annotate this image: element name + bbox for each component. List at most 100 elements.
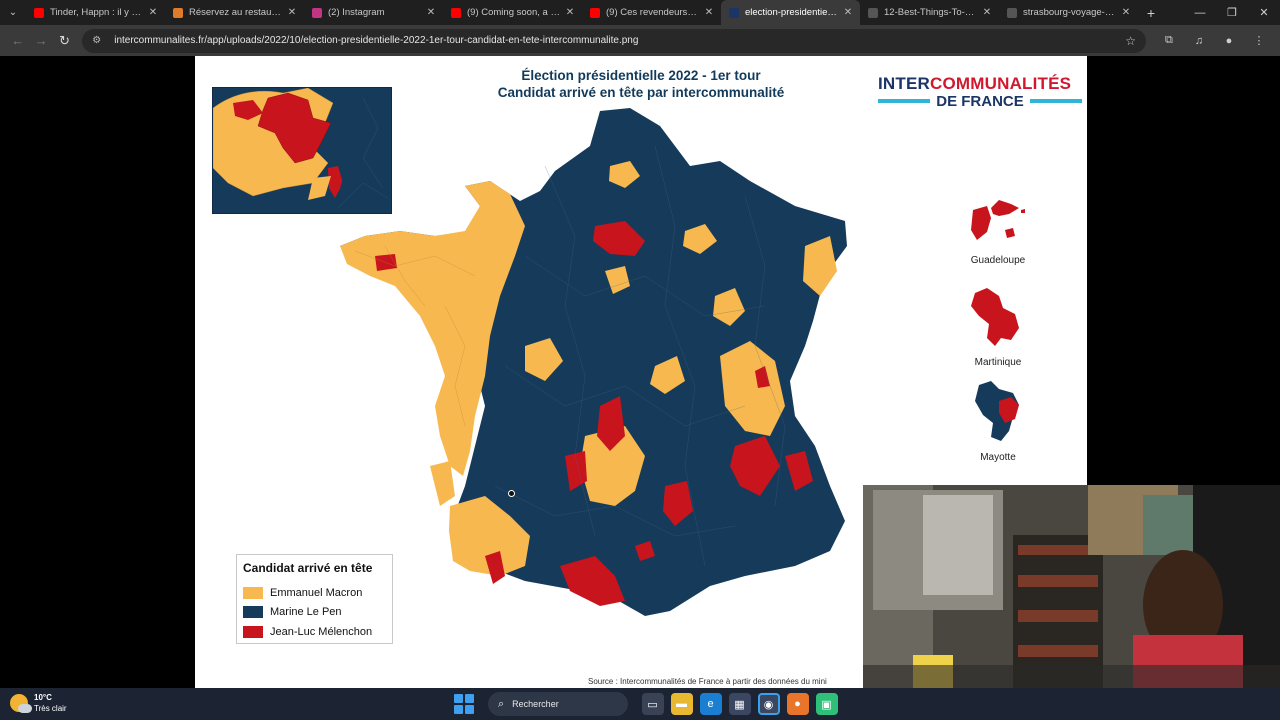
- menu-kebab-icon[interactable]: ⋮: [1253, 35, 1265, 47]
- intercommunalites-icon: [729, 7, 739, 18]
- microsoft-store-icon[interactable]: ▦: [728, 693, 751, 715]
- source-note: Source : Intercommunalités de France à p…: [588, 677, 827, 686]
- map-legend: Candidat arrivé en tête Emmanuel Macron …: [236, 554, 393, 644]
- youtube-icon: [590, 7, 600, 18]
- taskbar-search-placeholder: Rechercher: [512, 699, 559, 709]
- back-arrow-icon[interactable]: ←: [11, 33, 25, 48]
- tab-label: Réservez au restaurant Le: [189, 7, 282, 18]
- legend-title: Candidat arrivé en tête: [243, 561, 373, 575]
- reload-icon[interactable]: ↻: [59, 32, 70, 48]
- tab-search-chevron-icon[interactable]: ⌄: [8, 7, 18, 18]
- weather-widget[interactable]: 10°C Très clair: [10, 692, 67, 714]
- martinique-label: Martinique: [974, 357, 1022, 368]
- close-icon[interactable]: ✕: [565, 7, 575, 18]
- logo-text-de-france: DE FRANCE: [936, 92, 1024, 110]
- profile-avatar-icon[interactable]: ●: [1225, 34, 1233, 47]
- legend-swatch: [243, 586, 263, 599]
- close-window-icon[interactable]: ✕: [1259, 7, 1269, 19]
- election-map-image: Élection présidentielle 2022 - 1er tour …: [195, 56, 1087, 688]
- map-subtitle: Candidat arrivé en tête par intercommuna…: [497, 85, 785, 100]
- webcam-scene: [863, 485, 1280, 688]
- weather-temperature: 10°C: [34, 693, 52, 702]
- mayotte-shape: [975, 381, 1019, 441]
- tab-label: (2) Instagram: [328, 7, 385, 18]
- guadeloupe-item: Guadeloupe: [965, 200, 1031, 266]
- minimize-icon[interactable]: —: [1194, 6, 1206, 19]
- tab-label: (9) Coming soon, a new R: [467, 7, 560, 18]
- extensions-icon[interactable]: ⧉: [1165, 34, 1173, 46]
- globe-icon: [1007, 7, 1017, 18]
- tab-label: election-presidentielle-20: [745, 7, 838, 18]
- messaging-app-icon[interactable]: ▣: [815, 693, 838, 715]
- forward-arrow-icon[interactable]: →: [34, 33, 48, 48]
- close-icon[interactable]: ✕: [287, 7, 297, 18]
- windows-taskbar: 10°C Très clair ⌕ Rechercher ▭ ▬ e ▦ ◉ ●…: [0, 688, 1280, 720]
- youtube-icon: [34, 7, 44, 18]
- tab-restaurant[interactable]: Réservez au restaurant Le ✕: [165, 0, 304, 25]
- paris-inset-shapes: [213, 88, 391, 213]
- close-icon[interactable]: ✕: [982, 7, 992, 18]
- logo-text-communalites: COMMUNALITÉS: [930, 74, 1072, 93]
- close-icon[interactable]: ✕: [843, 7, 853, 18]
- close-icon[interactable]: ✕: [704, 7, 714, 18]
- weather-description: Très clair: [34, 704, 67, 713]
- mayotte-item: Mayotte: [965, 379, 1031, 463]
- paris-inset-map: [212, 87, 392, 214]
- tab-best-things[interactable]: 12-Best-Things-To-Do-In ✕: [860, 0, 999, 25]
- firefox-browser-icon[interactable]: ●: [786, 693, 809, 715]
- chrome-browser-icon[interactable]: ◉: [757, 693, 780, 715]
- youtube-icon: [451, 7, 461, 18]
- file-explorer-icon[interactable]: ▬: [670, 693, 693, 715]
- legend-item-macron: Emmanuel Macron: [243, 583, 386, 603]
- edge-browser-icon[interactable]: e: [699, 693, 722, 715]
- search-icon: ⌕: [498, 697, 505, 710]
- tab-label: strasbourg-voyage-min.p: [1023, 7, 1116, 18]
- maximize-icon[interactable]: ❐: [1227, 7, 1237, 19]
- task-view-icon[interactable]: ▭: [641, 693, 664, 715]
- legend-swatch: [243, 625, 263, 638]
- new-tab-button[interactable]: +: [1146, 4, 1156, 21]
- tab-strasbourg[interactable]: strasbourg-voyage-min.p ✕: [999, 0, 1138, 25]
- legend-label: Emmanuel Macron: [270, 586, 363, 599]
- close-icon[interactable]: ✕: [148, 7, 158, 18]
- tab-coming-soon[interactable]: (9) Coming soon, a new R ✕: [443, 0, 582, 25]
- tab-instagram[interactable]: (2) Instagram ✕: [304, 0, 443, 25]
- martinique-item: Martinique: [965, 288, 1031, 368]
- tab-election-active[interactable]: election-presidentielle-20 ✕: [721, 0, 860, 25]
- instagram-icon: [312, 7, 322, 18]
- webcam-overlay: [863, 485, 1280, 688]
- legend-label: Marine Le Pen: [270, 606, 342, 619]
- legend-item-le-pen: Marine Le Pen: [243, 603, 386, 623]
- logo-text-inter: INTER: [878, 74, 930, 93]
- france-mainland-map: [340, 108, 847, 616]
- tab-label: (9) Ces revendeurs de bill: [606, 7, 699, 18]
- media-controls-icon[interactable]: ♫: [1194, 34, 1204, 47]
- taskbar-apps: ⌕ Rechercher ▭ ▬ e ▦ ◉ ● ▣: [454, 692, 841, 716]
- window-controls: — ❐ ✕: [1184, 0, 1280, 25]
- weather-partly-cloudy-icon: [10, 694, 32, 713]
- guadeloupe-shape: [971, 200, 1025, 240]
- guadeloupe-label: Guadeloupe: [970, 255, 1026, 266]
- martinique-shape: [971, 288, 1019, 346]
- mayotte-label: Mayotte: [980, 452, 1016, 463]
- legend-swatch: [243, 606, 263, 619]
- address-bar[interactable]: ⚙ intercommunalites.fr/app/uploads/2022/…: [82, 28, 1146, 53]
- intercommunalites-logo: INTERCOMMUNALITÉS DE FRANCE: [878, 74, 1084, 110]
- toolbar-right: ⧉ ♫ ● ⋮: [1154, 34, 1274, 47]
- legend-item-melenchon: Jean-Luc Mélenchon: [243, 622, 386, 642]
- globe-icon: [868, 7, 878, 18]
- tab-tinder[interactable]: Tinder, Happn : il y passe ✕: [26, 0, 165, 25]
- tab-label: 12-Best-Things-To-Do-In: [884, 7, 977, 18]
- mouse-cursor: [508, 490, 515, 497]
- close-icon[interactable]: ✕: [1121, 7, 1131, 18]
- close-icon[interactable]: ✕: [426, 7, 436, 18]
- page-viewport: Élection présidentielle 2022 - 1er tour …: [0, 56, 1280, 688]
- windows-start-icon[interactable]: [454, 694, 474, 714]
- legend-label: Jean-Luc Mélenchon: [270, 625, 373, 638]
- tab-revendeurs[interactable]: (9) Ces revendeurs de bill ✕: [582, 0, 721, 25]
- tab-strip: ⌄ Tinder, Happn : il y passe ✕ Réservez a…: [0, 0, 1280, 25]
- bookmark-star-icon[interactable]: ☆: [1125, 33, 1136, 48]
- site-info-icon[interactable]: ⚙: [92, 35, 102, 46]
- taskbar-search[interactable]: ⌕ Rechercher: [488, 692, 628, 716]
